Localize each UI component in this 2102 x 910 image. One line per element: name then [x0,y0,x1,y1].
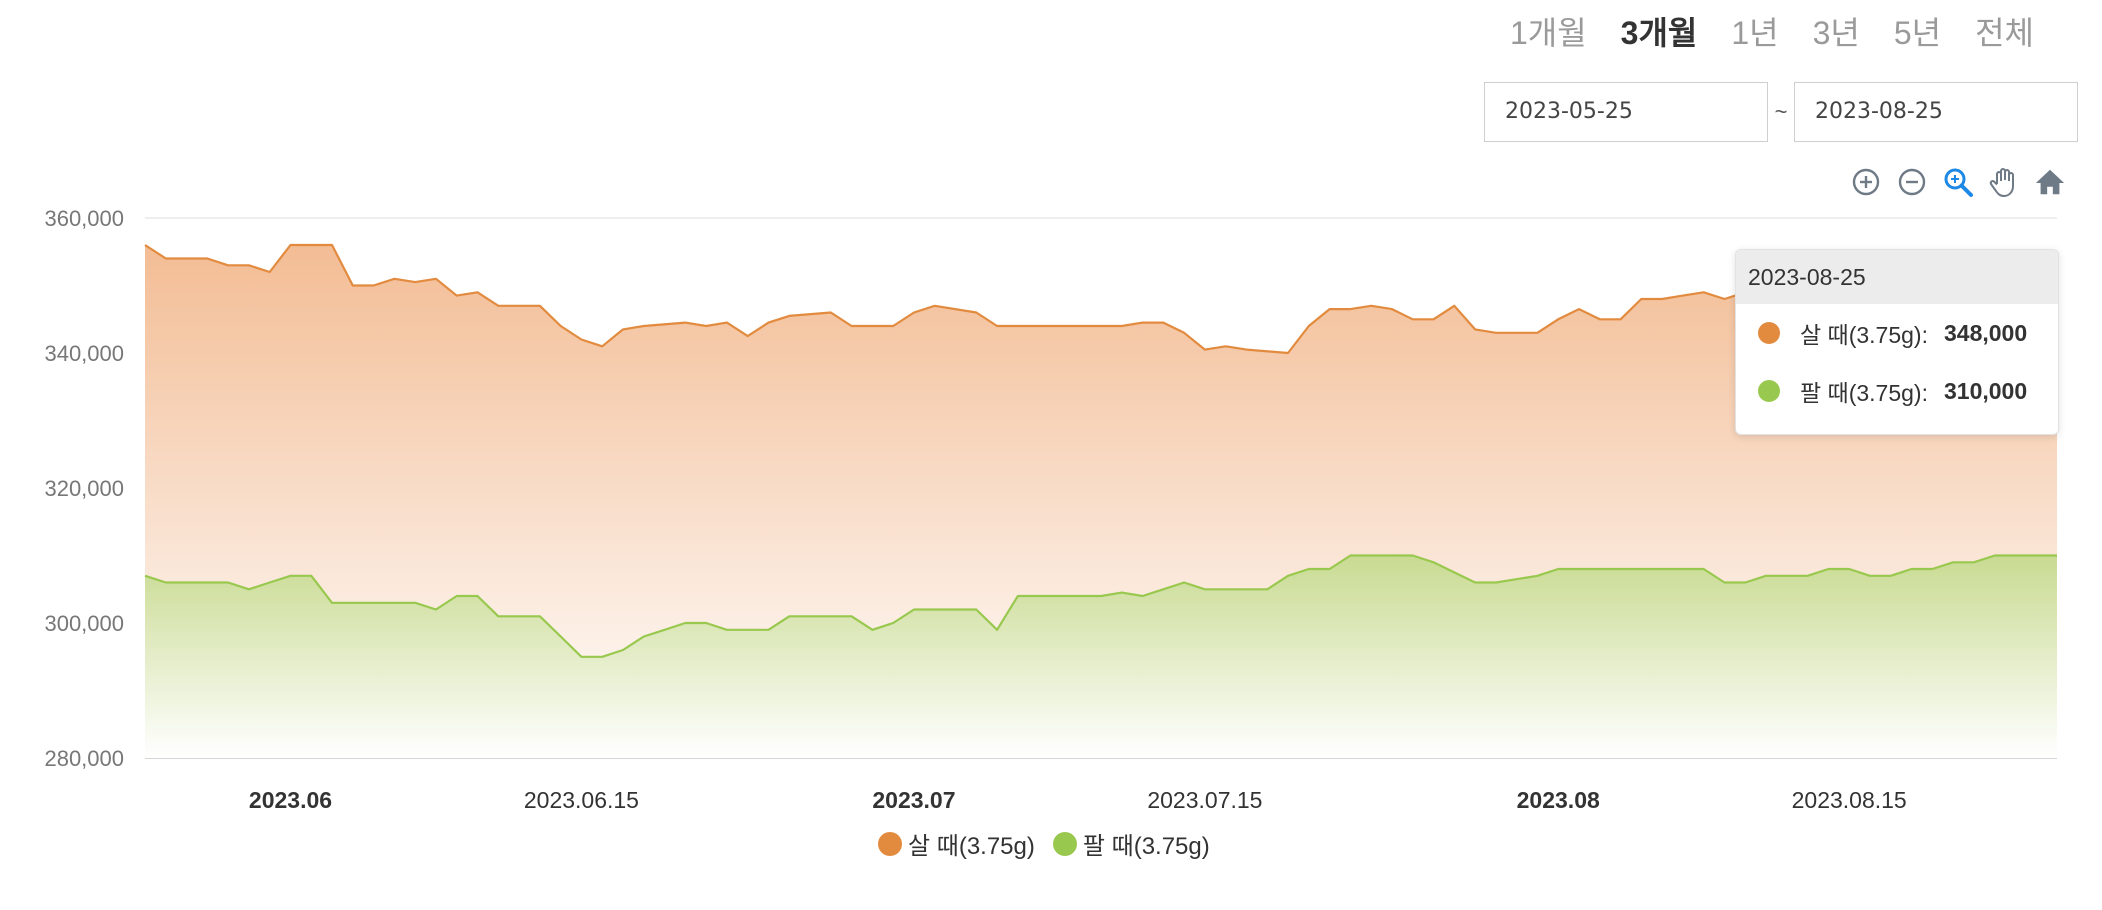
y-tick-label: 280,000 [44,746,124,771]
selection-zoom-icon[interactable] [1942,166,1974,198]
date-separator: ~ [1774,99,1788,124]
zoom-in-icon[interactable] [1850,166,1882,198]
tooltip-buy-label: 살 때(3.75g): [1800,322,1928,348]
end-date-input[interactable]: 2023-08-25 [1794,82,2078,142]
tooltip-row-sell: 팔 때(3.75g): 310,000 [1736,362,2058,420]
range-tab-3y[interactable]: 3년 [1812,15,1860,51]
range-tab-5y[interactable]: 5년 [1893,15,1942,51]
tooltip-sell-label: 팔 때(3.75g): [1800,380,1928,406]
series-areas [145,245,2057,758]
y-tick-label: 340,000 [44,341,124,366]
tooltip-buy-value: 348,000 [1943,319,2028,346]
range-tab-3m[interactable]: 3개월 [1620,15,1698,51]
x-tick-label: 2023.08.15 [1792,787,1907,813]
date-range: 2023-05-25 ~ 2023-08-25 [1484,82,2078,142]
y-tick-label: 360,000 [44,206,124,231]
zoom-out-icon[interactable] [1896,166,1928,198]
range-tab-1y[interactable]: 1년 [1731,15,1779,51]
legend-item-buy[interactable]: 살 때(3.75g) [878,826,1035,861]
tooltip-date: 2023-08-25 [1736,250,2058,304]
series-line-sell [144,554,2057,658]
legend-buy-dot [878,831,902,856]
series-area-sell [145,555,2057,758]
tooltip-row-buy: 살 때(3.75g): 348,000 [1736,304,2058,362]
chart-toolbar [1850,166,2066,198]
y-tick-label: 320,000 [44,476,124,501]
y-tick-label: 300,000 [44,611,124,636]
tooltip-sell-value: 310,000 [1943,377,2028,404]
start-date-input[interactable]: 2023-05-25 [1484,82,1768,142]
x-tick-label: 2023.06 [249,787,332,813]
range-tab-all[interactable]: 전체 [1975,15,2034,51]
x-tick-label: 2023.07 [872,787,955,813]
x-tick-label: 2023.07.15 [1147,787,1262,813]
x-axis: 2023.06 2023.06.15 2023.07 2023.07.15 2023.0… [249,787,1907,813]
series-line-buy [144,243,2057,355]
chart-tooltip: 2023-08-25 살 때(3.75g): 348,000 팔 때(3.75g… [1735,249,2059,435]
reset-home-icon[interactable] [2034,166,2066,198]
chart-legend: 살 때(3.75g) 팔 때(3.75g) [878,826,1210,861]
x-tick-label: 2023.06.15 [524,787,639,813]
x-tick-label: 2023.08 [1517,787,1600,813]
legend-sell-dot [1052,831,1077,856]
legend-buy-label: 살 때(3.75g) [908,833,1035,860]
range-tab-1m[interactable]: 1개월 [1509,15,1587,51]
pan-hand-icon[interactable] [1988,166,2020,198]
legend-sell-label: 팔 때(3.75g) [1082,833,1210,860]
range-tabs: 1개월 3개월 1년 3년 5년 전체 [1510,8,2034,54]
y-axis: 360,000 340,000 320,000 300,000 280,000 [44,206,124,771]
legend-item-sell[interactable]: 팔 때(3.75g) [1052,826,1210,861]
tooltip-buy-dot [1758,322,1780,344]
series-lines [144,243,2057,658]
tooltip-sell-dot [1758,380,1780,402]
